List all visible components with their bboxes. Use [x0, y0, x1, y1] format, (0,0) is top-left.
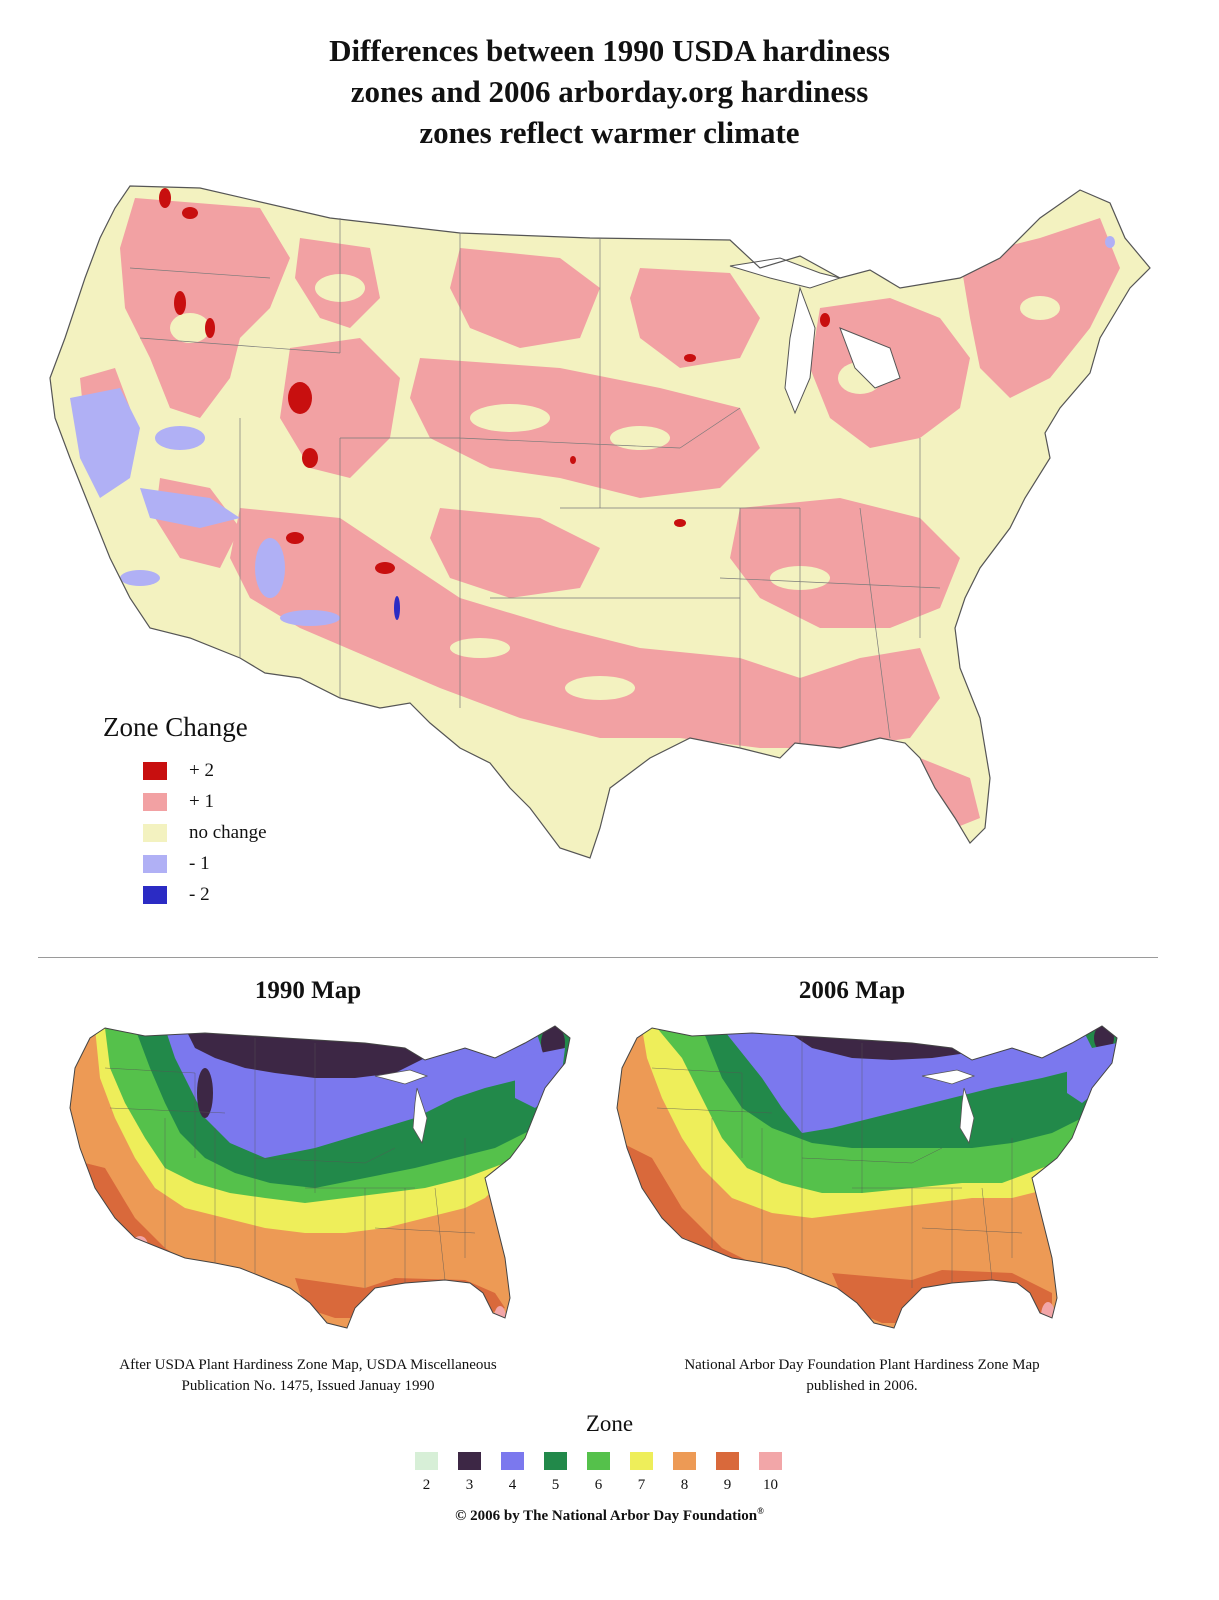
map-1990-title: 1990 Map — [254, 977, 362, 1004]
zone-number: 9 — [723, 1477, 732, 1493]
zone-number: 3 — [465, 1477, 474, 1493]
zone-change-label: no change — [189, 821, 267, 843]
zone-number: 2 — [422, 1477, 431, 1493]
minus-two-region — [394, 596, 400, 620]
zone-swatch — [544, 1452, 567, 1470]
zone-swatch — [587, 1452, 610, 1470]
zone-change-label: - 1 — [189, 852, 210, 874]
minus-one-regions — [70, 236, 1115, 626]
title-line-2: zones and 2006 arborday.org hardiness — [350, 74, 869, 109]
zone-change-legend-title: Zone Change — [103, 712, 248, 742]
zone-legend-title: Zone — [585, 1411, 634, 1436]
zone-number: 7 — [637, 1477, 646, 1493]
zone-swatch — [415, 1452, 438, 1470]
zone-change-label: + 2 — [189, 759, 214, 781]
zone-swatch — [759, 1452, 782, 1470]
zone-change-legend-item: + 2 — [103, 755, 267, 786]
zone-change-label: - 2 — [189, 883, 210, 905]
zone-change-swatch — [143, 885, 167, 904]
map-2006-caption-line-2: published in 2006. — [806, 1378, 918, 1394]
zone-legend-item: 6 — [577, 1452, 620, 1494]
zone-change-swatch — [143, 823, 167, 842]
title-line-1: Differences between 1990 USDA hardiness — [329, 33, 890, 68]
zone-legend-item: 8 — [663, 1452, 706, 1494]
section-divider — [38, 957, 1158, 958]
zone-change-swatch — [143, 761, 167, 780]
zone-change-swatch — [143, 854, 167, 873]
state-borders — [129, 218, 941, 748]
zone-legend-item: 2 — [405, 1452, 448, 1494]
zone-legend-item: 5 — [534, 1452, 577, 1494]
no-change-islands — [170, 274, 1060, 700]
zone-swatch — [673, 1452, 696, 1470]
plus-two-regions — [159, 188, 830, 574]
title-line-3: zones reflect warmer climate — [419, 115, 800, 150]
zone-change-legend-item: + 1 — [103, 786, 267, 817]
map-2006-caption: National Arbor Day Foundation Plant Hard… — [592, 1355, 1132, 1397]
plus-one-regions — [80, 198, 1120, 828]
zone-number: 5 — [551, 1477, 560, 1493]
zone-change-label: + 1 — [189, 790, 214, 812]
map-2006 — [616, 1025, 1118, 1329]
zone-legend-item: 9 — [706, 1452, 749, 1494]
copyright-text: © 2006 by The National Arbor Day Foundat… — [455, 1508, 758, 1524]
zone-change-legend: Zone Change + 2 + 1 no change - 1 - 2 — [103, 712, 267, 910]
zone-change-legend-item: - 1 — [103, 848, 267, 879]
map-2006-caption-line-1: National Arbor Day Foundation Plant Hard… — [684, 1357, 1040, 1373]
map-2006-title: 2006 Map — [798, 977, 906, 1004]
map-1990-caption-line-1: After USDA Plant Hardiness Zone Map, USD… — [119, 1357, 497, 1373]
zone-change-map — [49, 185, 1151, 859]
zone-legend-item: 10 — [749, 1452, 792, 1494]
zone-number: 6 — [594, 1477, 603, 1493]
zone-swatch — [716, 1452, 739, 1470]
copyright: © 2006 by The National Arbor Day Foundat… — [0, 1506, 1219, 1525]
zone-legend: 2 3 4 5 6 7 8 9 10 — [405, 1452, 792, 1494]
zone-change-legend-item: no change — [103, 817, 267, 848]
map-1990-caption-line-2: Publication No. 1475, Issued Januay 1990 — [181, 1378, 435, 1394]
zone-number: 10 — [763, 1477, 778, 1493]
registered-mark: ® — [757, 1506, 764, 1516]
zone-swatch — [501, 1452, 524, 1470]
main-title: Differences between 1990 USDA hardiness … — [0, 30, 1219, 153]
zone-legend-item: 7 — [620, 1452, 663, 1494]
zone-legend-item: 3 — [448, 1452, 491, 1494]
zone-swatch — [630, 1452, 653, 1470]
zone-change-swatch — [143, 792, 167, 811]
zone-swatch — [458, 1452, 481, 1470]
zone-legend-item: 4 — [491, 1452, 534, 1494]
map-1990-caption: After USDA Plant Hardiness Zone Map, USD… — [38, 1355, 578, 1397]
zone-change-legend-item: - 2 — [103, 879, 267, 910]
zone-number: 4 — [508, 1477, 517, 1493]
zone-number: 8 — [680, 1477, 689, 1493]
map-1990 — [69, 1025, 571, 1329]
